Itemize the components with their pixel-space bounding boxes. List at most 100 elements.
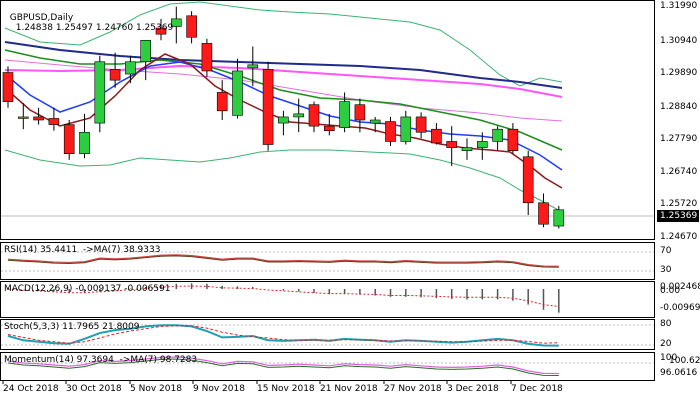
candle [385,116,396,147]
rsi-pane[interactable] [0,242,655,280]
candle-body [492,128,503,142]
price-tick: 1.25720 [660,199,698,209]
candle [186,11,197,44]
bollinger-upper-line [4,1,563,87]
candle [339,92,350,133]
price-tick: 1.26740 [660,167,698,177]
momentum-tick-top: 100.6206 [669,356,700,366]
candle-body [79,131,90,155]
date-label: 7 Dec 2018 [511,384,563,394]
candle [140,40,151,81]
ma-navy-line [4,41,563,89]
candle [492,126,503,151]
price-tick: 1.31990 [660,1,698,11]
date-label: 15 Nov 2018 [257,384,315,394]
candle [79,113,90,159]
momentum-pane[interactable] [0,352,655,381]
candle [431,123,442,145]
rsi-line [7,254,559,267]
candle-body [293,113,305,118]
candle [400,110,412,145]
rsi-tick-70: 70 [660,246,672,256]
candle [369,116,381,133]
macd-tick-top: 0.002468 [660,282,700,292]
candle-body [63,124,75,155]
candle [63,120,75,160]
macd-histogram [7,283,560,313]
candle-body [94,61,106,124]
candle-body [446,141,458,148]
candle-body [109,69,121,81]
ohlc-label: 1.24838 1.25497 1.24760 1.25369 [15,23,174,33]
candle-body [385,121,396,142]
stoch-pane[interactable] [0,319,655,350]
candle-body [48,118,60,125]
candle-body [400,116,412,142]
candle-body [125,61,136,75]
bollinger-lower-line [4,149,563,213]
price-tick: 1.30940 [660,36,698,46]
candle [216,80,228,120]
symbol-label: GBPUSD,Daily [9,13,74,23]
candle [17,103,29,130]
stoch-series [7,324,559,347]
candle [33,107,44,125]
stoch-tick-20: 20 [660,339,672,349]
candle-body [232,70,243,116]
candle-body [155,27,167,35]
momentum-line [7,356,559,375]
candle-body [171,18,182,27]
candle-body [2,72,14,102]
candle-body [201,43,213,72]
macd-pane[interactable] [0,281,655,318]
candle [232,58,243,119]
candle-body [323,125,335,132]
candle [415,112,427,139]
candle-body [262,69,274,145]
macd-tick-zero: 0.00 [660,286,681,296]
candle-body [431,128,442,144]
candle [507,123,519,154]
candle [94,55,106,133]
candle [109,52,121,88]
candle-body [369,119,381,124]
momentum-tick-100: 100 [660,353,678,363]
candle [553,205,565,229]
date-label: 30 Oct 2018 [66,384,122,394]
rsi-tick-30: 30 [660,265,672,275]
ma-pink-line [4,64,563,98]
rsi-series [7,254,559,268]
stoch-tick-80: 80 [660,319,672,329]
candle-body [538,202,549,225]
ma-green-line [4,49,563,151]
candle [2,66,14,108]
candle-body [415,116,427,133]
candle [538,193,549,228]
candle-body [339,101,350,128]
momentum-label: Momentum(14) 97.3694 ->MA(7) 98.7283 [4,355,198,365]
candle [446,126,458,166]
candle [125,55,136,84]
price-pane[interactable] [0,0,655,240]
candle-body [461,147,473,151]
candle [323,113,335,136]
candle-body [308,104,320,127]
date-ticks [2,381,512,384]
rsi-label: RSI(14) 35.4411 ->MA(7) 38.9333 [4,245,161,255]
date-label: 3 Dec 2018 [447,384,499,394]
macd-tick-bottom: -0.00969 [660,303,700,313]
candle [171,6,182,44]
candle [354,98,366,133]
candle [476,132,488,160]
candle-body [186,15,197,38]
date-label: 27 Nov 2018 [384,384,442,394]
candle [522,150,534,216]
candle [278,110,289,136]
momentum-series [7,356,559,377]
candle [308,101,320,133]
candle-body [507,128,519,151]
candle-body [522,156,534,204]
candlestick-series [2,6,565,229]
price-tick: 1.28840 [660,102,698,112]
